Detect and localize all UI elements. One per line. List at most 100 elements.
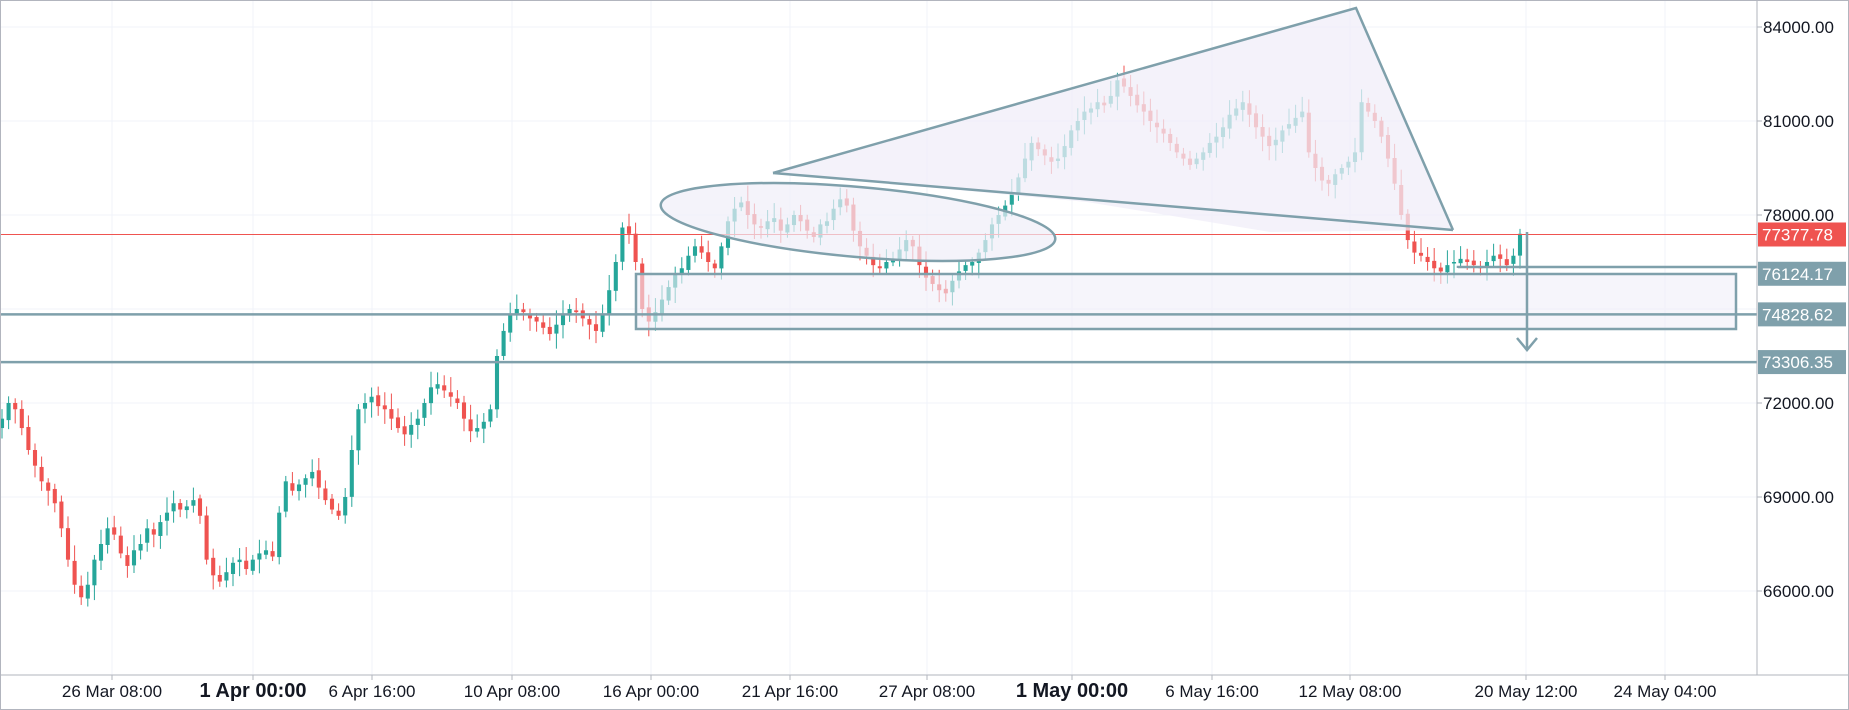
candle-body — [1009, 193, 1014, 205]
x-tick-label: 6 May 16:00 — [1165, 682, 1259, 701]
candle-body — [356, 409, 361, 451]
candle-body — [217, 575, 222, 582]
candle-body — [329, 498, 335, 510]
candle-body — [547, 326, 552, 335]
candle-body — [719, 246, 724, 269]
candle-body — [296, 484, 302, 492]
candle-body — [382, 405, 387, 410]
candle-body — [481, 421, 486, 429]
candle-body — [376, 395, 381, 407]
candle-body — [963, 265, 968, 271]
candle-body — [488, 409, 493, 422]
candle-body — [349, 450, 354, 497]
candle-body — [871, 256, 876, 266]
candle-body — [1498, 254, 1503, 259]
candle-body — [0, 418, 5, 429]
candle-body — [1491, 255, 1496, 262]
candle-body — [587, 319, 592, 325]
candle-body — [362, 403, 368, 409]
candle-body — [211, 557, 216, 576]
x-tick-label: 12 May 08:00 — [1298, 682, 1401, 701]
candle-body — [633, 233, 638, 262]
candle-body — [877, 266, 882, 269]
candle-body — [620, 227, 625, 262]
candle-body — [1458, 258, 1463, 264]
candle-body — [395, 417, 401, 429]
candle-body — [574, 310, 579, 313]
x-axis-ticks: 26 Mar 08:00 1 Apr 00:00 6 Apr 16:00 10 Apr… — [62, 675, 1717, 702]
candle-body — [607, 290, 612, 315]
y-tick-label: 69000.00 — [1763, 488, 1834, 507]
candle-body — [138, 544, 143, 551]
candle-body — [461, 402, 467, 419]
candle-body — [560, 315, 566, 326]
candle-body — [600, 315, 605, 332]
y-tick-label: 78000.00 — [1763, 206, 1834, 225]
candle-body — [52, 488, 57, 504]
candle-body — [178, 503, 183, 510]
candle-body — [679, 268, 684, 274]
candle-body — [197, 498, 203, 516]
candle-body — [92, 559, 97, 586]
x-tick-label: 10 Apr 08:00 — [464, 682, 560, 701]
candle-body — [554, 324, 559, 334]
price-badge-label: 77377.78 — [1762, 225, 1833, 244]
x-tick-label: 1 May 00:00 — [1016, 680, 1128, 702]
x-tick-label: 26 Mar 08:00 — [62, 682, 162, 701]
candle-body — [428, 387, 434, 404]
candle-body — [65, 528, 71, 560]
x-tick-label: 6 Apr 16:00 — [329, 682, 416, 701]
candle-body — [204, 515, 209, 560]
candle-body — [6, 403, 11, 421]
support-zone-box — [634, 272, 1738, 331]
candle-body — [475, 428, 480, 432]
candle-body — [514, 309, 519, 316]
candle-body — [1425, 256, 1430, 262]
candle-body — [131, 550, 137, 566]
candle-body — [1465, 259, 1470, 262]
candle-body — [884, 262, 889, 269]
candle-body — [59, 501, 64, 529]
candle-body — [125, 555, 130, 566]
candle-body — [613, 262, 618, 291]
y-tick-label: 81000.00 — [1763, 112, 1834, 131]
price-badge-label: 76124.17 — [1762, 265, 1833, 284]
price-badge-label: 74828.62 — [1762, 305, 1833, 324]
candle-body — [534, 317, 539, 322]
candle-body — [32, 450, 38, 466]
target-arrow-head — [1516, 337, 1538, 352]
candle-body — [699, 246, 704, 253]
x-tick-label: 27 Apr 08:00 — [879, 682, 975, 701]
candle-body — [435, 384, 440, 389]
candle-body — [310, 471, 315, 479]
candle-body — [389, 409, 394, 419]
candle-body — [270, 551, 275, 557]
candle-body — [1451, 262, 1457, 264]
price-badge-label: 73306.35 — [1762, 353, 1833, 372]
candle-body — [237, 559, 242, 563]
x-tick-label: 20 May 12:00 — [1474, 682, 1577, 701]
candle-body — [1484, 262, 1490, 268]
candle-body — [442, 385, 447, 391]
x-tick-label: 24 May 04:00 — [1613, 682, 1716, 701]
grid-lines — [0, 0, 1757, 675]
candle-body — [85, 584, 90, 599]
candle-body — [191, 500, 196, 506]
candle-body — [501, 330, 506, 356]
candle-body — [263, 550, 269, 555]
candle-body — [118, 535, 123, 554]
candle-body — [19, 408, 24, 429]
candle-body — [369, 396, 374, 403]
candle-body — [1418, 252, 1424, 256]
candle-body — [692, 246, 698, 256]
wedge-upper-line — [772, 6, 1455, 231]
candle-body — [343, 497, 348, 516]
candle-body — [1432, 260, 1437, 269]
candle-body — [283, 481, 288, 512]
candle-body — [970, 262, 975, 266]
candle-body — [402, 426, 407, 435]
candle-body — [164, 512, 170, 521]
